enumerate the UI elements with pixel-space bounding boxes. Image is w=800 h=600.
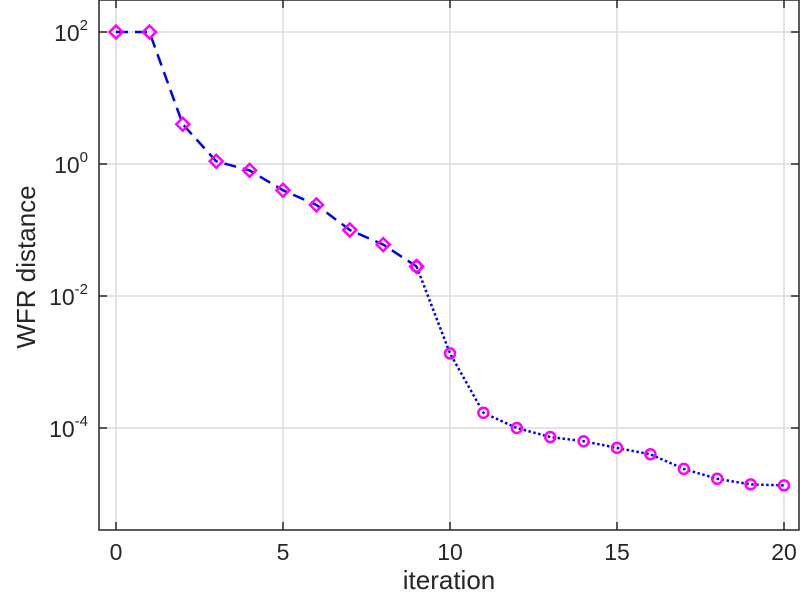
x-tick-label: 20 xyxy=(771,539,797,565)
data-point-diamond xyxy=(141,23,158,41)
series-line xyxy=(415,266,785,487)
data-point-circle xyxy=(644,448,657,461)
axes-box xyxy=(98,0,800,531)
x-tick-label: 0 xyxy=(110,539,123,565)
data-point-diamond xyxy=(274,181,292,199)
x-tick-label: 15 xyxy=(604,539,630,565)
grid-lines xyxy=(99,0,799,530)
data-point-circle xyxy=(710,472,724,486)
data-point-circle xyxy=(577,434,590,448)
data-point-diamond xyxy=(107,23,125,41)
x-tick-label: 10 xyxy=(437,539,463,565)
data-point-circle xyxy=(777,479,791,492)
y-axis-label: WFR distance xyxy=(11,185,41,348)
axis-ticks: 0 5 10 15 20 102 100 10-2 10-4 xyxy=(49,0,799,565)
data-point-circle xyxy=(543,430,557,444)
data-point-circle xyxy=(610,441,624,455)
data-point-diamond xyxy=(374,236,392,253)
series-layer xyxy=(107,23,791,492)
x-tick-label: 5 xyxy=(277,539,290,565)
data-point-circle xyxy=(410,260,423,273)
y-tick-label: 102 xyxy=(54,17,88,46)
data-point-circle xyxy=(510,421,524,435)
data-point-circle xyxy=(477,406,490,420)
series-1 xyxy=(107,23,425,275)
data-point-diamond xyxy=(174,115,192,133)
data-point-diamond xyxy=(308,196,325,214)
y-tick-label: 10-4 xyxy=(49,413,88,442)
data-point-diamond xyxy=(207,153,225,170)
series-2 xyxy=(410,260,791,492)
y-tick-label: 10-2 xyxy=(49,281,88,310)
series-line xyxy=(116,30,418,268)
data-point-diamond xyxy=(241,162,258,179)
data-point-circle xyxy=(744,478,757,491)
data-point-circle xyxy=(443,347,457,360)
data-point-diamond xyxy=(341,221,359,239)
data-point-circle xyxy=(677,462,691,476)
x-axis-label: iteration xyxy=(403,565,496,595)
y-tick-label: 100 xyxy=(54,149,88,178)
